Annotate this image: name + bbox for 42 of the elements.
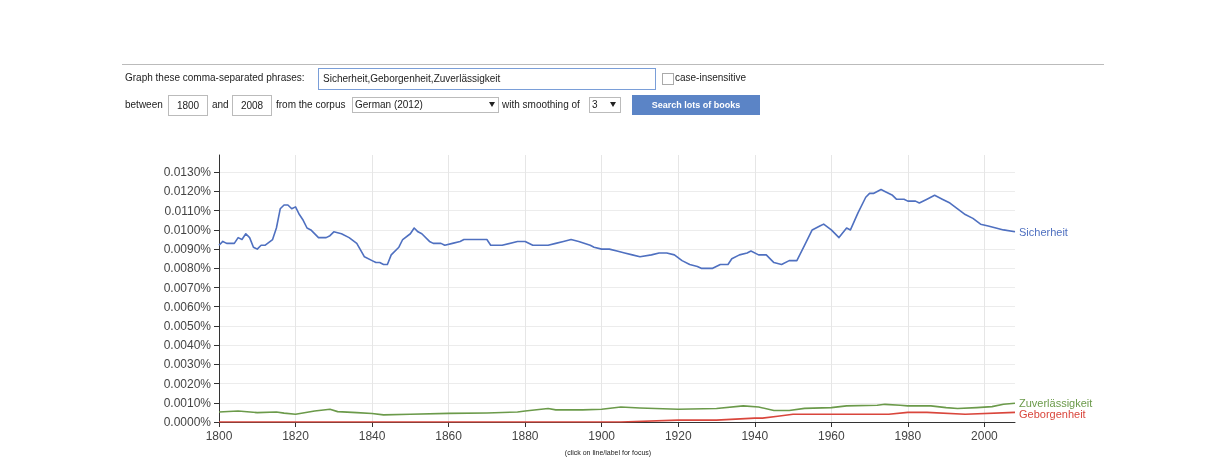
text: case-insensitive [675,71,747,85]
text-field: 1800 [168,95,208,116]
x-tick-label: 1980 [894,429,922,443]
text: Graph these comma-separated phrases: [125,71,305,85]
y-tick-label: 0.0120% [163,184,212,199]
line-series [218,402,1016,416]
line-series [218,188,1016,270]
x-tick-label: 1920 [664,429,692,443]
y-tick-label: 0.0090% [163,242,212,257]
y-tick-label: 0.0000% [163,415,212,429]
x-tick-label: 1960 [817,429,845,443]
y-tick-label: 0.0010% [163,395,212,410]
x-tick-label: 1900 [588,429,616,443]
x-tick-label: 1840 [358,429,386,443]
text: and [212,98,229,112]
y-tick-label: 0.0100% [163,222,212,237]
series-label: Zuverlässigkeit [1019,397,1093,410]
y-tick-label: 0.0030% [163,357,212,372]
text-field: Sicherheit,Geborgenheit,Zuverlässigkeit [318,68,656,90]
x-tick-label: 1800 [205,429,233,443]
x-tick-label: 1940 [741,429,769,443]
y-tick-label: 0.0060% [163,299,212,314]
text: between [125,98,163,112]
series-label: Sicherheit [1019,225,1068,238]
y-tick-label: 0.0080% [163,261,212,276]
series-label: Geborgenheit [1019,408,1086,421]
y-tick-label: 0.0050% [163,318,212,333]
y-tick-label: 0.0070% [163,280,212,295]
text: with smoothing of [502,98,580,112]
y-tick-label: 0.0130% [163,165,212,180]
text-field: 2008 [232,95,272,116]
button: Search lots of books [632,95,760,115]
dropdown: German (2012) [352,97,499,113]
text: from the corpus [276,98,346,112]
y-tick-label: 0.0020% [163,376,212,391]
y-tick-label: 0.0040% [163,338,212,353]
dropdown: 3 [589,97,621,113]
x-tick-label: 1860 [435,429,463,443]
x-tick-label: 2000 [971,429,999,443]
y-tick-label: 0.0110% [164,203,212,218]
x-tick-label: 1820 [282,429,310,443]
x-tick-label: 1880 [511,429,539,443]
